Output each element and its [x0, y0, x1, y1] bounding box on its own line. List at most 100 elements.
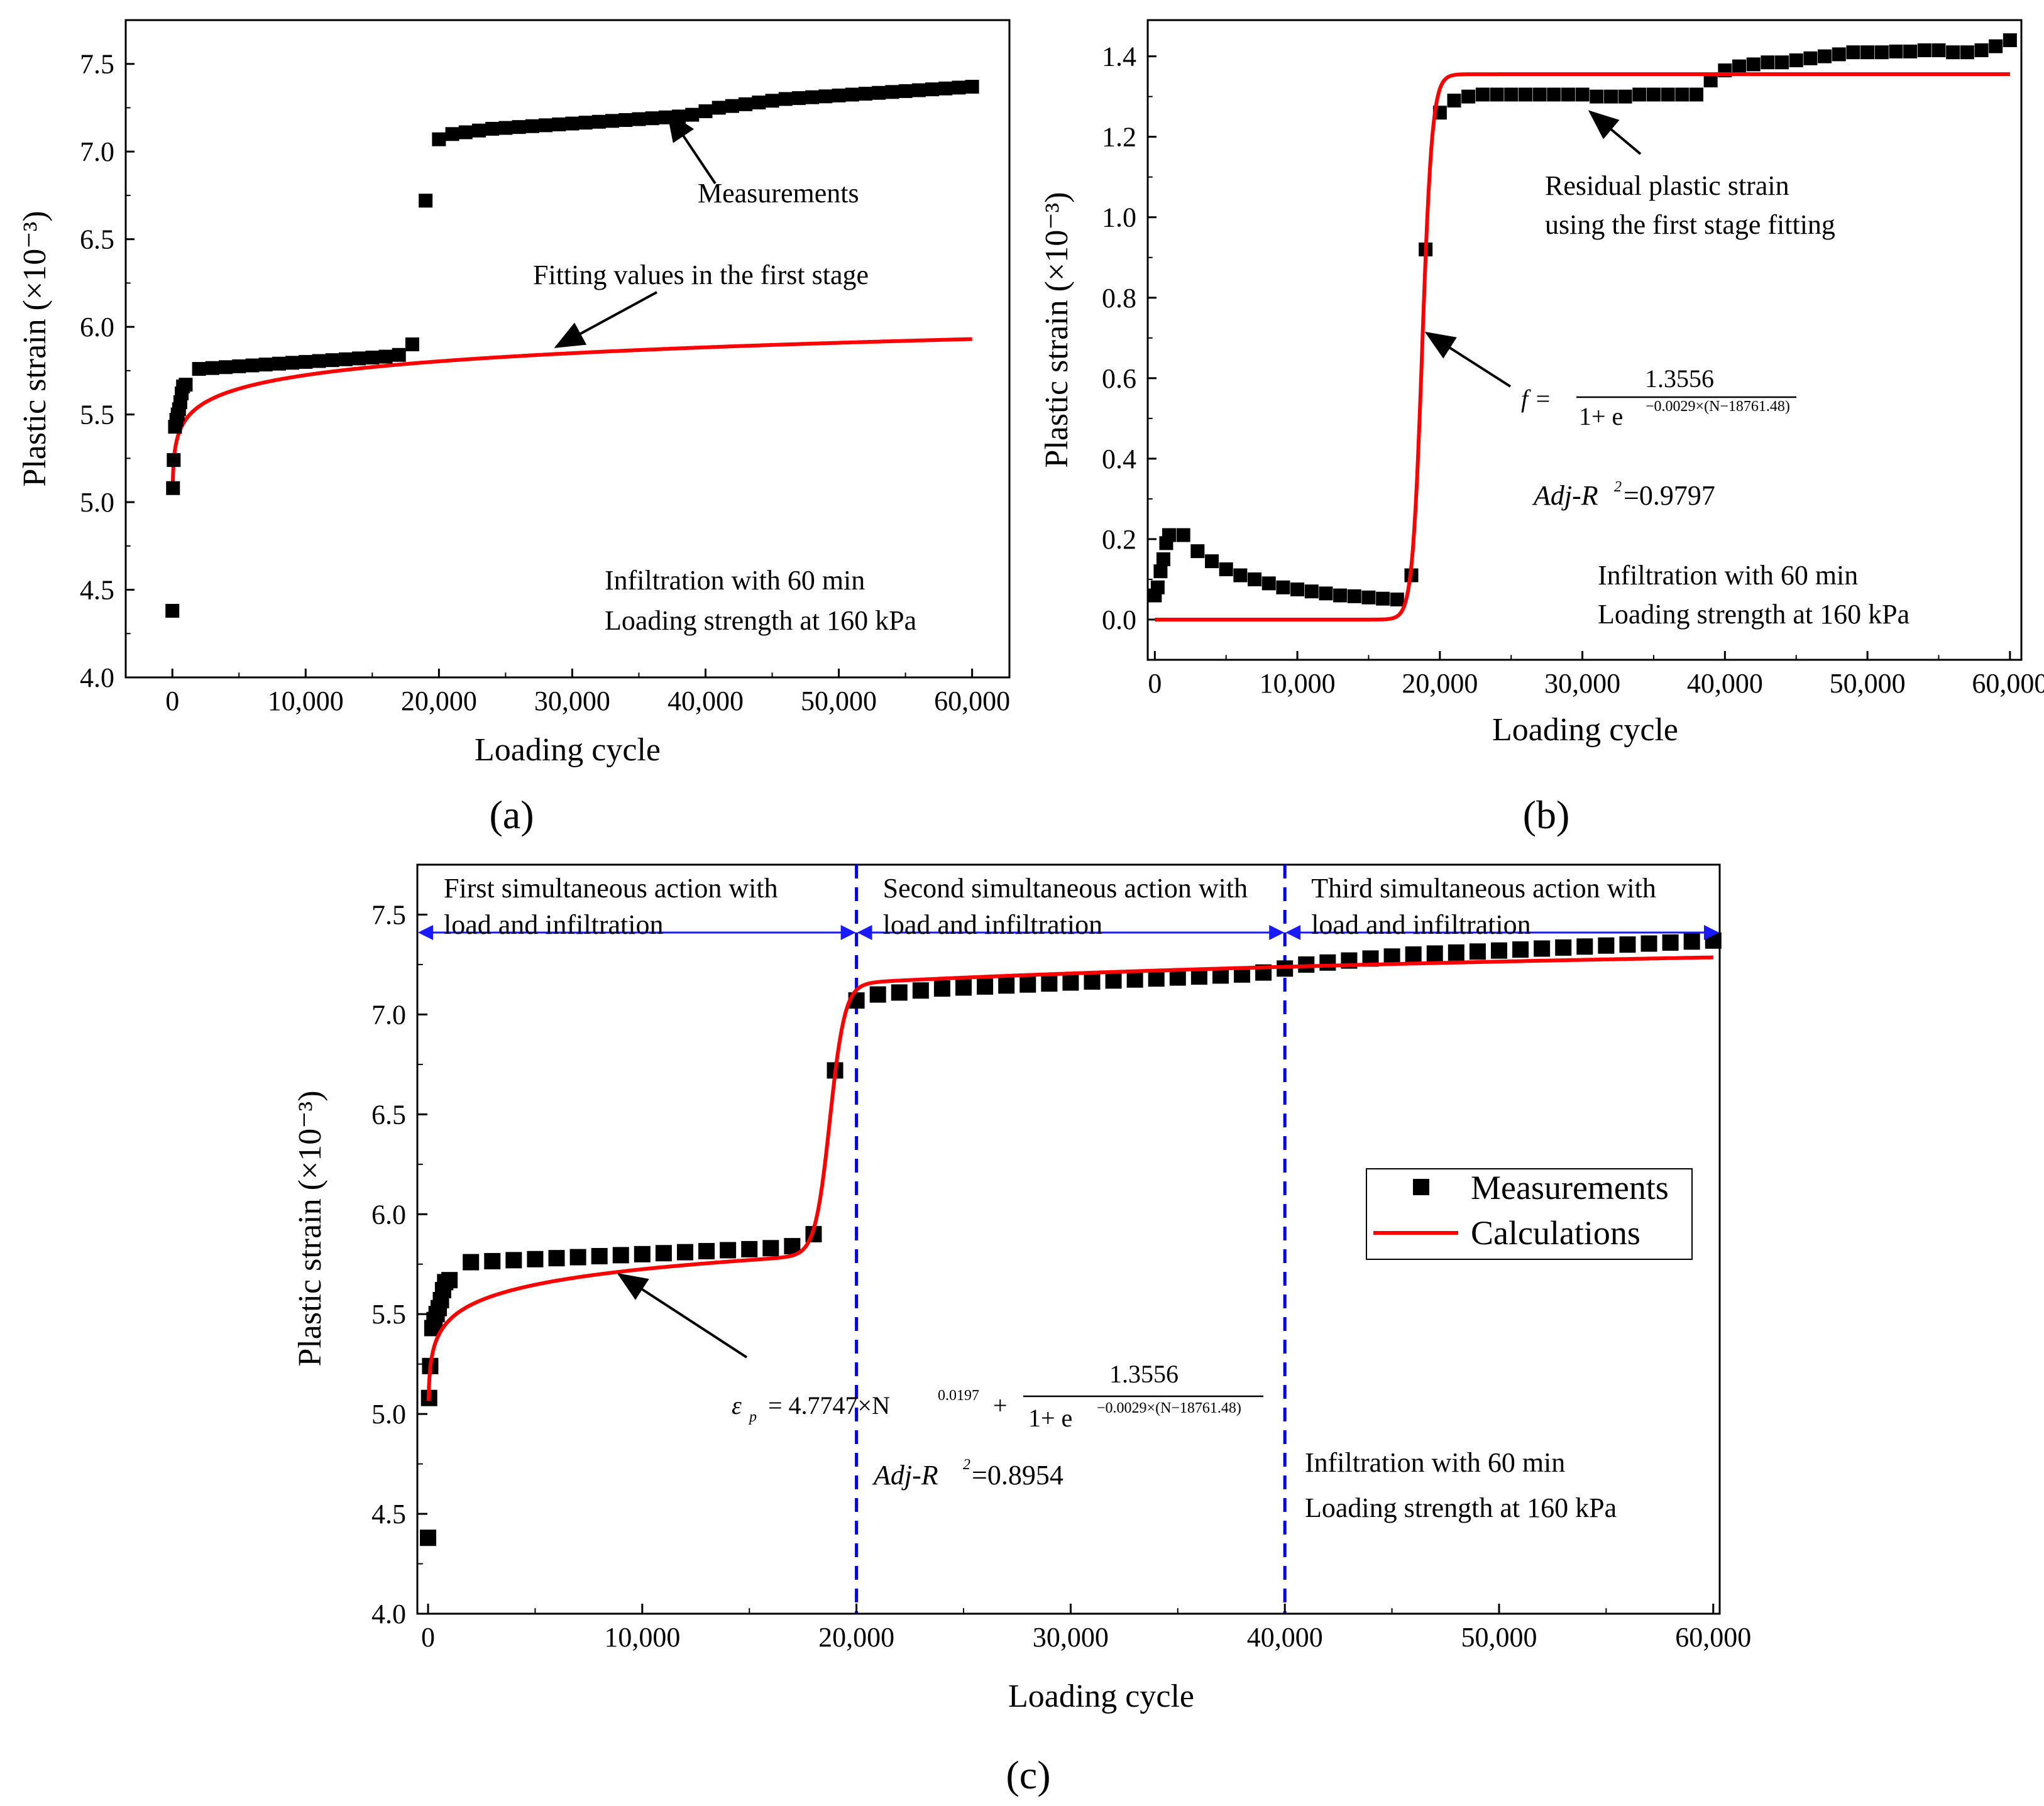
data-point — [205, 361, 219, 375]
legend-label-measurements: Measurements — [1471, 1169, 1669, 1207]
data-point — [1461, 89, 1476, 104]
panel-b-adj-value: =0.9797 — [1624, 480, 1715, 511]
panel-b-series — [1148, 33, 2017, 621]
data-point — [258, 358, 273, 372]
data-point — [1261, 576, 1276, 591]
data-point — [818, 89, 833, 104]
panel-b-adj-sup: 2 — [1614, 479, 1622, 495]
data-point — [1547, 87, 1561, 102]
panel-c-frame — [416, 863, 1721, 1615]
panel-b-eq-exponent: −0.0029×(N−18761.48) — [1646, 398, 1790, 415]
data-point — [1490, 942, 1507, 959]
data-point — [458, 125, 473, 140]
logistic-fit-line — [1155, 72, 2010, 621]
panel-a-info-line1: Infiltration with 60 min — [605, 565, 865, 596]
panel-b-info-line2: Loading strength at 160 kPa — [1598, 599, 1909, 630]
panel-a-info-line2: Loading strength at 160 kPa — [605, 605, 916, 636]
data-point — [1062, 974, 1079, 991]
x-tick-label: 20,000 — [1402, 668, 1478, 699]
panel-b-frame — [1146, 19, 2023, 661]
data-point — [1683, 933, 1700, 950]
data-point — [352, 351, 366, 366]
data-point — [1205, 554, 1219, 569]
panel-c-y-label: Plastic strain (×10⁻³) — [292, 1090, 328, 1366]
y-tick-label: 4.0 — [371, 1599, 406, 1629]
data-point — [219, 360, 233, 375]
data-point — [565, 116, 580, 131]
x-tick-label: 30,000 — [534, 686, 610, 716]
data-point — [1989, 39, 2003, 53]
data-point — [1917, 43, 1931, 58]
panel-c-adj-value: =0.8954 — [972, 1460, 1063, 1491]
data-point — [655, 1245, 672, 1262]
stage-label-line1: First simultaneous action with — [444, 873, 778, 904]
data-point — [441, 1272, 458, 1289]
data-point — [1590, 89, 1604, 104]
panel-a-series — [165, 79, 979, 618]
data-point — [762, 1240, 779, 1257]
data-point — [1646, 87, 1661, 102]
data-point — [1931, 43, 1946, 58]
panel-b-adj-label: Adj-R — [1532, 480, 1598, 511]
y-tick-label: 6.5 — [80, 224, 114, 255]
data-point — [1534, 940, 1551, 957]
y-tick-label: 7.0 — [80, 136, 114, 167]
data-point — [712, 101, 726, 115]
x-tick-label: 0 — [421, 1622, 435, 1653]
x-tick-label: 10,000 — [268, 686, 344, 716]
data-point — [1148, 970, 1165, 987]
panel-a-y-axis: 4.0 4.5 5.0 5.5 6.0 6.5 7.0 7.5 — [80, 49, 135, 693]
panel-c-info-line2: Loading strength at 160 kPa — [1305, 1492, 1617, 1523]
y-tick-label: 6.0 — [371, 1199, 406, 1230]
panel-c: 0 10,000 20,000 30,000 40,000 50,000 60,000 4.… — [292, 863, 1751, 1797]
data-point — [1761, 55, 1775, 70]
data-point — [527, 1251, 544, 1267]
data-point — [569, 1249, 586, 1266]
x-tick-label: 40,000 — [668, 686, 744, 716]
x-tick-label: 40,000 — [1687, 668, 1763, 699]
panel-c-label: (c) — [1006, 1753, 1050, 1797]
data-point — [591, 114, 606, 129]
y-tick-label: 0.0 — [1102, 605, 1136, 635]
panel-b-eq-lhs: f = — [1521, 385, 1551, 413]
data-point — [938, 81, 953, 96]
panel-a-frame — [124, 19, 1011, 679]
data-point — [578, 116, 593, 130]
data-point — [1618, 89, 1632, 104]
panel-c-series — [420, 932, 1722, 1546]
data-point — [1818, 49, 1832, 63]
data-point — [832, 88, 846, 102]
panel-b-eq-denominator: 1+ e — [1579, 402, 1623, 430]
data-point — [591, 1248, 608, 1265]
data-point — [1490, 87, 1504, 102]
panel-b-equation-arrow — [1424, 331, 1512, 388]
data-point — [741, 1240, 758, 1257]
data-point — [1662, 934, 1679, 951]
data-point — [1448, 944, 1464, 961]
data-point — [765, 94, 779, 108]
x-tick-label: 30,000 — [1544, 668, 1620, 699]
data-point — [1555, 939, 1572, 956]
data-point — [1190, 544, 1205, 559]
data-point — [955, 979, 972, 996]
data-point — [885, 85, 899, 99]
data-point — [612, 1247, 629, 1264]
y-tick-label: 7.0 — [371, 999, 406, 1030]
data-point — [1789, 53, 1803, 68]
data-point — [858, 87, 872, 101]
y-tick-label: 4.5 — [80, 575, 114, 606]
data-point — [1447, 94, 1461, 108]
panel-c-eq-power: 0.0197 — [938, 1387, 979, 1404]
data-point — [1469, 943, 1486, 960]
data-point — [1598, 937, 1615, 954]
x-tick-label: 60,000 — [1972, 668, 2044, 699]
y-tick-label: 6.5 — [371, 1099, 406, 1130]
panel-c-y-axis: 4.0 4.5 5.0 5.5 6.0 6.5 7.0 7.5 — [371, 899, 427, 1629]
fit-line — [170, 337, 972, 491]
x-tick-label: 10,000 — [604, 1622, 680, 1653]
data-point — [1156, 552, 1170, 566]
data-point — [1561, 87, 1575, 102]
data-point — [485, 121, 500, 136]
data-point — [525, 119, 539, 133]
data-point — [685, 107, 700, 122]
